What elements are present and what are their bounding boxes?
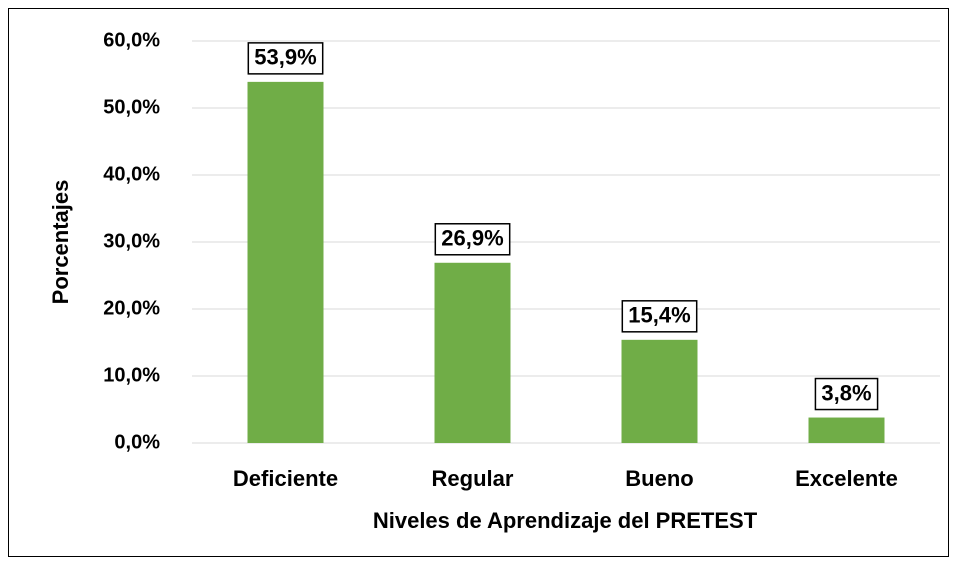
x-tick-label: Bueno	[625, 466, 693, 491]
y-tick-label: 20,0%	[103, 297, 160, 319]
y-tick-label: 30,0%	[103, 230, 160, 252]
bar	[621, 339, 698, 443]
y-tick-label: 60,0%	[103, 29, 160, 51]
y-tick-label: 0,0%	[114, 431, 160, 453]
value-label: 15,4%	[628, 303, 690, 328]
y-tick-label: 40,0%	[103, 163, 160, 185]
value-label-box	[247, 42, 324, 75]
value-label-box	[434, 223, 511, 256]
value-label-box	[621, 300, 698, 333]
x-tick-label: Regular	[432, 466, 514, 491]
value-label: 53,9%	[254, 45, 316, 70]
bar	[247, 81, 324, 444]
value-label-box	[814, 377, 879, 411]
value-label: 26,9%	[441, 226, 503, 251]
bar	[808, 417, 885, 443]
x-tick-label: Deficiente	[233, 466, 338, 491]
y-tick-label: 50,0%	[103, 96, 160, 118]
value-label: 3,8%	[821, 380, 871, 405]
x-axis-title: Niveles de Aprendizaje del PRETEST	[373, 508, 758, 533]
x-tick-label: Excelente	[795, 466, 898, 491]
y-axis-title: Porcentajes	[48, 180, 73, 305]
y-tick-label: 10,0%	[103, 364, 160, 386]
bar	[434, 262, 511, 443]
